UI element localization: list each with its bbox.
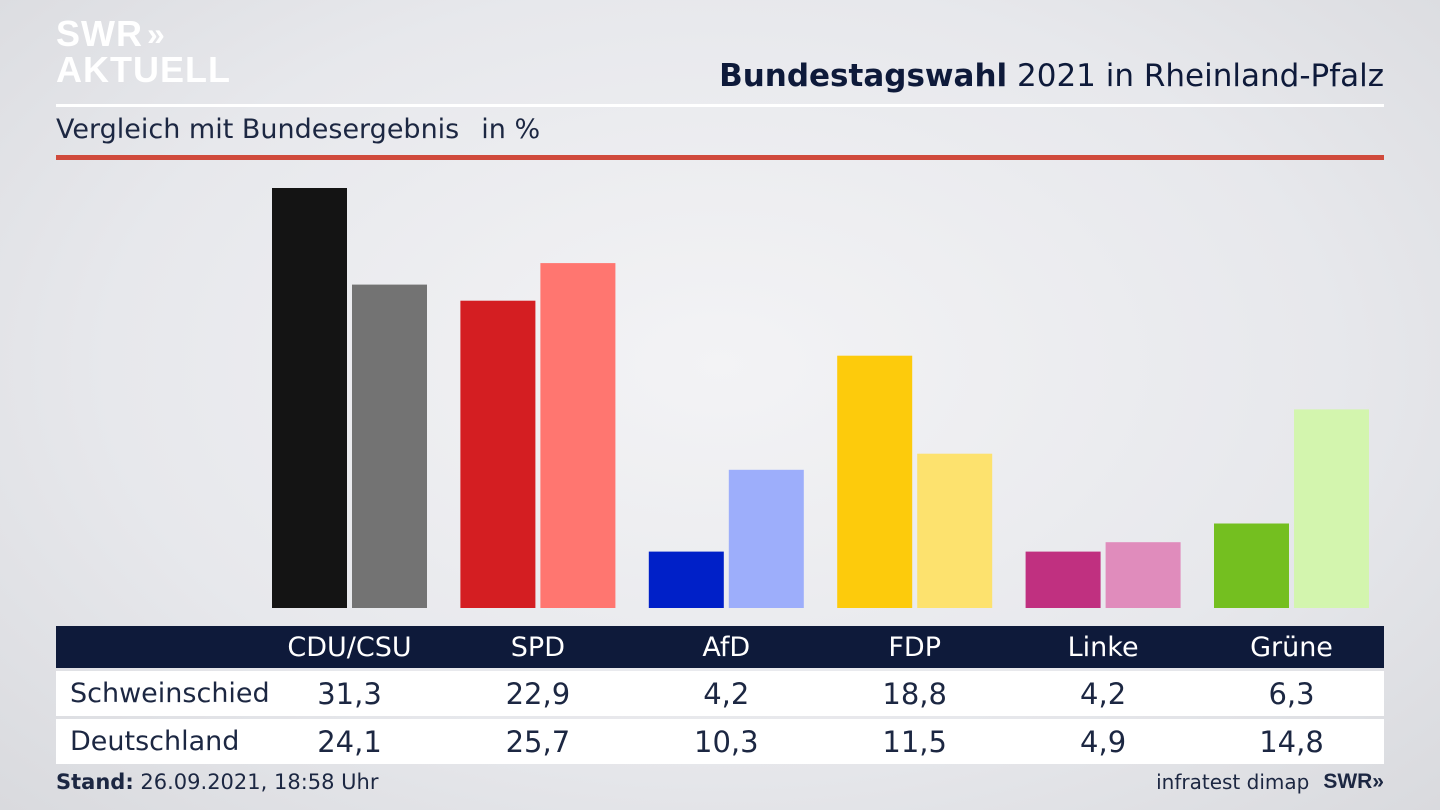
column-header: FDP [888, 631, 941, 663]
title-divider [56, 104, 1384, 107]
bar-grüne-deutschland [1294, 409, 1369, 608]
results-table: CDU/CSU SPD AfD FDP Linke Grüne Schweinschied… [56, 626, 1384, 764]
source-credit: infratest dimap SWR» [1156, 770, 1384, 794]
chart-title: Bundestagswahl 2021 in Rheinland-Pfalz [719, 58, 1384, 94]
row-label: Deutschland [70, 726, 240, 757]
bar-afd-schweinschied [648, 551, 724, 608]
table-row-deutschland: Deutschland 24,1 25,7 10,3 11,5 4,9 14,8 [56, 719, 1384, 764]
bar-grüne-schweinschied [1214, 523, 1289, 608]
chart-title-rest: 2021 in Rheinland-Pfalz [1007, 58, 1384, 94]
logo-aktuell: AKTUELL [56, 49, 231, 90]
column-header: Linke [1067, 631, 1139, 663]
chart-title-bold: Bundestagswahl [719, 58, 1008, 94]
bar-afd-deutschland [728, 469, 804, 608]
swr-brand-logo: SWR» [1323, 770, 1384, 793]
logo-swr: SWR [56, 13, 143, 54]
table-cell: 18,8 [882, 676, 947, 711]
chart-subtitle: Vergleich mit Bundesergebnis in % [56, 114, 540, 145]
table-cell: 10,3 [694, 724, 759, 759]
timestamp: Stand: 26.09.2021, 18:58 Uhr [56, 770, 379, 794]
source-text: infratest dimap [1156, 770, 1310, 794]
row-label: Schweinschied [70, 678, 270, 709]
bar-linke-schweinschied [1025, 551, 1101, 608]
bar-cdu-csu-deutschland [352, 284, 427, 608]
bar-fdp-schweinschied [837, 355, 913, 608]
table-cell: 6,3 [1268, 676, 1315, 711]
bar-spd-deutschland [540, 263, 616, 608]
column-header: SPD [510, 631, 565, 663]
table-cell: 14,8 [1259, 724, 1324, 759]
table-cell: 31,3 [317, 676, 382, 711]
stand-value: 26.09.2021, 18:58 Uhr [133, 770, 379, 794]
table-cell: 11,5 [882, 724, 947, 759]
table-cell: 4,2 [703, 676, 750, 711]
stand-label: Stand: [56, 770, 134, 794]
bar-linke-deutschland [1105, 542, 1181, 608]
subtitle-text: Vergleich mit Bundesergebnis [56, 114, 460, 145]
table-cell: 24,1 [317, 724, 382, 759]
subtitle-unit: in % [481, 114, 541, 145]
column-header: AfD [702, 631, 751, 663]
swr-aktuell-logo: SWR » AKTUELL [56, 16, 231, 88]
subtitle-divider [56, 155, 1384, 160]
table-cell: 25,7 [505, 724, 571, 759]
table-cell: 4,9 [1080, 724, 1127, 759]
table-row-schweinschied: Schweinschied 31,3 22,9 4,2 18,8 4,2 6,3 [56, 671, 1384, 716]
column-header: Grüne [1250, 631, 1333, 663]
bar-fdp-deutschland [917, 453, 993, 608]
bar-spd-schweinschied [460, 300, 536, 608]
table-cell: 22,9 [505, 676, 571, 711]
column-header: CDU/CSU [287, 631, 412, 663]
bar-cdu-csu-schweinschied [272, 188, 347, 608]
table-cell: 4,2 [1080, 676, 1127, 711]
table-header: CDU/CSU SPD AfD FDP Linke Grüne [56, 626, 1384, 668]
